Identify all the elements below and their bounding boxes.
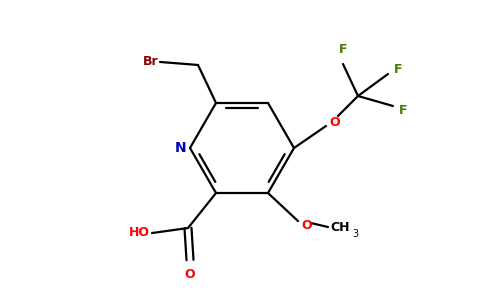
Text: F: F bbox=[394, 64, 403, 76]
Text: CH: CH bbox=[330, 220, 349, 233]
Text: O: O bbox=[329, 116, 340, 128]
Text: F: F bbox=[339, 43, 347, 56]
Text: F: F bbox=[399, 103, 408, 116]
Text: O: O bbox=[301, 218, 312, 232]
Text: N: N bbox=[174, 141, 186, 155]
Text: O: O bbox=[185, 268, 196, 281]
Text: 3: 3 bbox=[352, 229, 358, 239]
Text: HO: HO bbox=[129, 226, 150, 238]
Text: Br: Br bbox=[142, 56, 158, 68]
